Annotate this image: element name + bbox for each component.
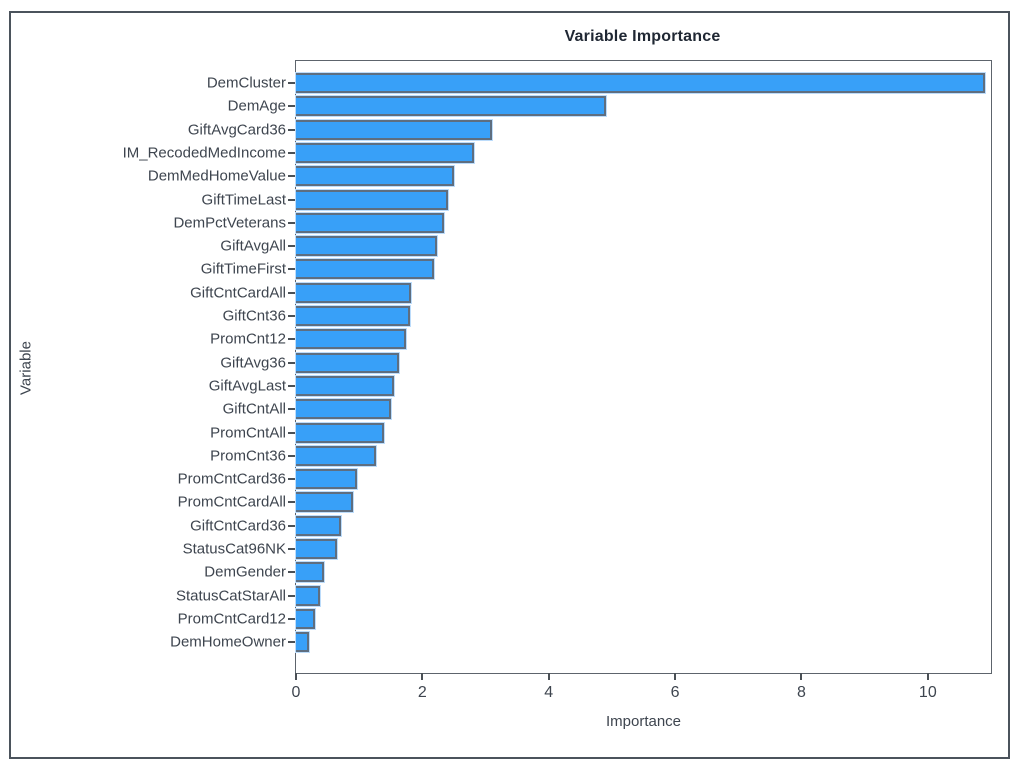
y-tick-label: GiftAvgCard36 — [187, 121, 286, 139]
y-tick-label: GiftCntCard36 — [190, 517, 286, 535]
x-tick-mark — [800, 673, 803, 680]
y-tick-label: GiftAvg36 — [220, 354, 286, 372]
x-axis-label: Importance — [605, 713, 682, 730]
y-tick-label: PromCnt36 — [210, 447, 286, 465]
y-tick-mark — [288, 198, 295, 201]
y-tick-label: PromCntCardAll — [177, 493, 286, 511]
importance-bar — [296, 119, 493, 140]
y-axis-label: Variable — [17, 341, 35, 395]
importance-bar — [296, 608, 315, 629]
y-tick-mark — [288, 105, 295, 108]
y-tick-label: DemCluster — [206, 74, 286, 92]
y-tick-mark — [288, 384, 295, 387]
y-tick-label: GiftTimeLast — [201, 191, 286, 208]
y-tick-mark — [288, 151, 295, 154]
x-tick-label: 8 — [797, 684, 806, 701]
y-tick-label: StatusCatStarAll — [175, 587, 286, 605]
importance-bar — [296, 445, 376, 466]
y-tick-mark — [288, 338, 295, 341]
y-tick-label: GiftCnt36 — [222, 307, 286, 325]
y-tick-label: GiftCntAll — [222, 400, 286, 418]
y-tick-mark — [288, 501, 295, 504]
x-tick-label: 6 — [670, 684, 680, 701]
y-tick-mark — [288, 594, 295, 597]
importance-bar — [296, 142, 474, 163]
y-tick-label: PromCntCard36 — [177, 470, 286, 488]
importance-bar — [296, 562, 324, 583]
importance-bar — [296, 585, 320, 606]
x-tick-mark — [295, 673, 297, 680]
y-tick-mark — [288, 221, 295, 224]
importance-bar — [296, 259, 434, 280]
y-tick-label: PromCnt12 — [210, 330, 286, 348]
importance-bar — [296, 492, 353, 513]
y-tick-label: PromCntCard12 — [177, 610, 286, 628]
y-tick-label: GiftCntCardAll — [190, 284, 286, 302]
y-tick-label: DemMedHomeValue — [147, 167, 286, 185]
importance-bar — [296, 189, 448, 210]
plot-area: Importance DemCluster DemAge GiftAvgCard36… — [123, 60, 992, 730]
importance-bar — [296, 73, 985, 93]
y-tick-mark — [288, 408, 295, 411]
x-tick-label: 2 — [417, 684, 427, 701]
y-tick-label: DemPctVeterans — [173, 214, 286, 232]
y-tick-mark — [288, 245, 295, 248]
y-tick-mark — [288, 268, 295, 271]
y-tick-mark — [288, 291, 295, 294]
importance-bar — [296, 236, 437, 257]
y-tick-mark — [288, 82, 295, 84]
importance-bar — [296, 632, 310, 653]
importance-bar — [296, 282, 411, 303]
importance-bar — [296, 329, 406, 350]
y-tick-label: GiftAvgLast — [208, 377, 286, 395]
y-tick-label: DemHomeOwner — [170, 633, 286, 651]
x-tick-mark — [674, 673, 677, 680]
x-tick-label: 0 — [291, 684, 301, 701]
importance-bar — [296, 515, 341, 536]
y-tick-label: DemAge — [227, 97, 286, 115]
x-tick-mark — [926, 673, 929, 680]
importance-bar — [296, 469, 357, 490]
y-tick-mark — [288, 361, 295, 364]
importance-bar — [296, 306, 410, 326]
y-tick-label: StatusCat96NK — [182, 540, 286, 558]
y-tick-mark — [288, 478, 295, 481]
y-tick-mark — [288, 524, 295, 527]
importance-bar — [296, 352, 399, 373]
importance-bar — [296, 166, 454, 187]
y-tick-mark — [288, 571, 295, 574]
y-tick-label: GiftAvgAll — [220, 237, 286, 255]
importance-bar — [296, 212, 444, 233]
y-tick-mark — [288, 431, 295, 434]
x-tick-mark — [547, 673, 550, 680]
y-tick-mark — [288, 175, 295, 178]
y-tick-mark — [288, 617, 295, 620]
x-tick-label: 10 — [918, 684, 937, 701]
y-tick-label: DemGender — [204, 563, 286, 581]
y-tick-mark — [288, 454, 295, 457]
x-tick-label: 4 — [544, 684, 554, 701]
y-tick-label: PromCntAll — [210, 424, 286, 441]
y-tick-label: GiftTimeFirst — [200, 260, 286, 278]
x-tick-mark — [421, 673, 424, 680]
importance-bar — [296, 375, 394, 396]
y-tick-mark — [288, 128, 295, 131]
y-tick-mark — [288, 315, 295, 317]
y-tick-mark — [288, 641, 295, 644]
y-tick-mark — [288, 548, 295, 550]
chart-title: Variable Importance — [564, 28, 721, 45]
importance-bar — [296, 422, 384, 443]
importance-bar — [296, 399, 391, 420]
importance-bar — [296, 539, 338, 559]
importance-bar — [296, 96, 606, 117]
y-tick-label: IM_RecodedMedIncome — [122, 144, 286, 162]
